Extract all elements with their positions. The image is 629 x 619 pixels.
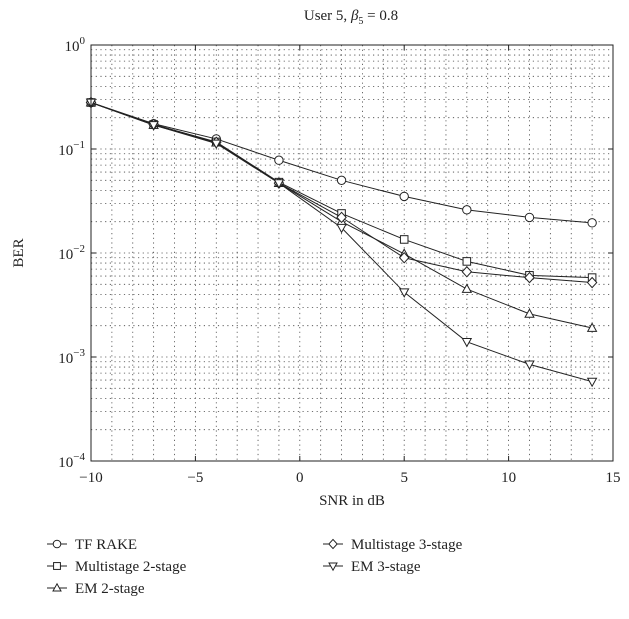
y-tick-label: 10−1 xyxy=(58,139,85,159)
y-axis: 10−4 10−3 10−2 10−1 100 xyxy=(58,35,613,471)
x-tick-label: −5 xyxy=(187,470,203,486)
x-tick-label: 0 xyxy=(296,470,304,486)
plot-frame xyxy=(90,44,614,462)
legend-label: EM 3-stage xyxy=(351,559,421,575)
x-tick-label: 15 xyxy=(606,470,621,486)
legend-label: Multistage 2-stage xyxy=(75,559,187,575)
data-point xyxy=(399,191,409,202)
y-tick-label: 100 xyxy=(65,35,86,55)
legend-marker xyxy=(328,538,338,550)
legend: TF RAKE Multistage 2-stage EM 2-stage Multi… xyxy=(47,537,463,597)
data-point xyxy=(462,257,472,266)
data-point xyxy=(398,251,410,264)
legend-marker xyxy=(328,562,338,572)
data-point xyxy=(587,218,597,228)
data-point xyxy=(211,139,222,150)
series-em-3-stage xyxy=(85,98,598,388)
legend-label: Multistage 3-stage xyxy=(351,537,463,553)
data-point xyxy=(524,308,535,318)
data-point xyxy=(462,205,472,215)
data-point xyxy=(586,322,598,332)
data-point xyxy=(336,211,347,224)
data-point xyxy=(586,377,598,388)
legend-label: EM 2-stage xyxy=(75,581,145,597)
data-point xyxy=(586,276,598,289)
data-point xyxy=(524,212,535,223)
x-axis: −10 −5 0 5 10 15 xyxy=(79,45,621,486)
y-tick-label: 10−2 xyxy=(58,243,85,263)
y-axis-label: BER xyxy=(11,238,27,267)
series-line xyxy=(90,102,593,284)
legend-marker xyxy=(53,562,61,570)
legend-item: TF RAKE xyxy=(47,537,137,553)
grid xyxy=(91,45,613,461)
legend-item: EM 3-stage xyxy=(323,559,421,575)
y-tick-label: 10−3 xyxy=(58,347,85,367)
data-point xyxy=(274,155,284,165)
data-point xyxy=(148,121,159,131)
data-point xyxy=(461,265,473,278)
data-point xyxy=(524,360,535,370)
y-tick-label: 10−4 xyxy=(58,451,85,471)
legend-marker xyxy=(52,582,62,592)
data-point xyxy=(398,288,410,298)
legend-item: Multistage 3-stage xyxy=(323,537,463,553)
data-point xyxy=(336,175,347,186)
data-point xyxy=(461,283,473,293)
legend-item: EM 2-stage xyxy=(47,581,145,597)
legend-item: Multistage 2-stage xyxy=(47,559,187,575)
data-point xyxy=(399,235,409,244)
data-point xyxy=(336,223,347,234)
x-tick-label: 5 xyxy=(400,470,408,486)
series-layer xyxy=(85,96,598,388)
chart-title: User 5, β5 = 0.8 xyxy=(304,8,398,27)
data-point xyxy=(524,271,535,284)
data-point xyxy=(273,179,285,189)
legend-marker xyxy=(52,539,62,549)
x-tick-label: 10 xyxy=(501,470,516,486)
x-tick-label: −10 xyxy=(79,470,102,486)
x-axis-label: SNR in dB xyxy=(319,493,385,509)
data-point xyxy=(461,337,473,348)
legend-label: TF RAKE xyxy=(75,537,137,553)
